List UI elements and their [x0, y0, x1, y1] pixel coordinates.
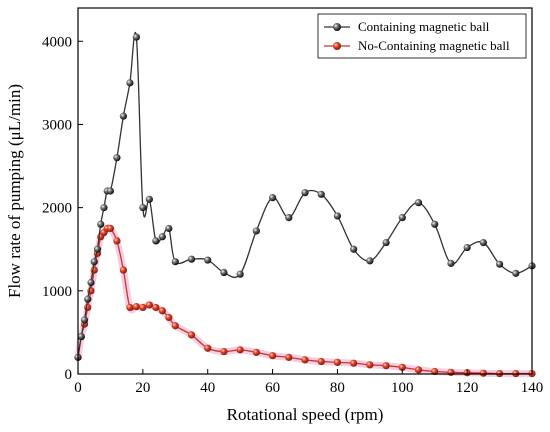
y-tick-label: 3000 [42, 117, 72, 133]
plot-layer [74, 31, 536, 378]
data-point [84, 295, 92, 303]
data-point [220, 347, 228, 356]
data-point [106, 187, 115, 195]
x-tick-label: 60 [265, 380, 280, 396]
data-point [126, 79, 134, 87]
data-point [87, 278, 95, 287]
data-point [268, 194, 277, 202]
data-point [382, 362, 390, 370]
data-point [119, 112, 127, 120]
data-point [479, 238, 487, 247]
data-point [333, 212, 342, 220]
data-point [132, 33, 140, 41]
data-point [77, 332, 85, 341]
y-axis-title: Flow rate of pumping (μL/min) [5, 84, 24, 298]
data-point [84, 303, 92, 312]
data-point [398, 363, 406, 371]
data-point [236, 270, 244, 278]
legend-label-1: No-Containing magnetic ball [358, 38, 510, 53]
data-point [366, 257, 374, 265]
data-point [119, 266, 127, 274]
data-point [106, 224, 115, 233]
y-tick-label: 2000 [42, 201, 72, 217]
data-point [252, 227, 260, 235]
legend-marker-1 [333, 42, 341, 50]
data-point [204, 256, 212, 264]
plot-frame [77, 7, 533, 375]
data-point [187, 255, 196, 263]
x-tick-label: 20 [135, 380, 150, 396]
axis-layer: 0 20 40 60 80 100 120 140 0 1000 2000 3000 4000 [42, 34, 543, 396]
data-point [479, 369, 487, 377]
data-point [512, 269, 520, 277]
x-tick-label: 0 [74, 380, 82, 396]
data-point [431, 367, 439, 376]
data-point [317, 190, 325, 198]
data-point [366, 361, 374, 369]
y-tick-label: 4000 [42, 34, 72, 50]
data-point [158, 307, 166, 315]
data-point [285, 214, 293, 222]
y-tick-label: 1000 [42, 284, 72, 300]
data-point [447, 368, 455, 376]
data-point [145, 195, 153, 203]
data-point [152, 303, 160, 312]
data-point [113, 154, 121, 162]
data-point [139, 303, 147, 312]
data-point [187, 331, 196, 339]
legend-marker-0 [333, 23, 341, 31]
data-point [171, 322, 179, 330]
legend-box [317, 13, 527, 59]
data-point [220, 268, 228, 277]
data-point [350, 359, 358, 367]
data-point [152, 237, 160, 245]
x-axis-title: Rotational speed (rpm) [227, 405, 384, 424]
data-point [171, 258, 179, 266]
x-tick-label: 120 [456, 380, 479, 396]
x-tick-label: 100 [391, 380, 414, 396]
data-point [145, 301, 153, 309]
data-point [431, 220, 439, 228]
data-point [414, 366, 423, 374]
data-point [382, 238, 390, 247]
data-point [414, 199, 423, 207]
data-point [236, 346, 244, 354]
data-point [463, 243, 471, 252]
x-tick-label: 140 [521, 380, 544, 396]
data-point [447, 259, 455, 267]
data-point [495, 260, 504, 268]
data-point [285, 353, 293, 361]
data-point [90, 258, 98, 266]
series-line [77, 226, 532, 375]
data-point [126, 303, 134, 312]
data-point [398, 214, 406, 222]
data-point [113, 237, 121, 245]
legend-label-0: Containing magnetic ball [358, 19, 490, 34]
data-point [165, 224, 173, 233]
series-0 [74, 31, 536, 361]
data-point [80, 316, 89, 324]
data-point [90, 266, 98, 274]
series-halo [74, 223, 532, 378]
data-point [97, 220, 105, 228]
data-point [158, 233, 166, 241]
data-point [252, 348, 260, 356]
data-point [301, 356, 309, 364]
x-tick-label: 40 [200, 380, 215, 396]
data-point [93, 245, 102, 253]
data-point [100, 204, 108, 212]
data-point [132, 303, 140, 311]
data-point [350, 245, 358, 253]
data-point [165, 313, 173, 322]
data-point [333, 358, 342, 366]
data-point [268, 352, 277, 360]
data-point [301, 189, 309, 197]
x-tick-label: 80 [330, 380, 345, 396]
data-point [317, 357, 325, 366]
data-point [204, 344, 212, 352]
data-point [139, 204, 147, 212]
legend: Containing magnetic ball No-Containing m… [317, 13, 527, 59]
y-tick-label: 0 [65, 367, 73, 383]
